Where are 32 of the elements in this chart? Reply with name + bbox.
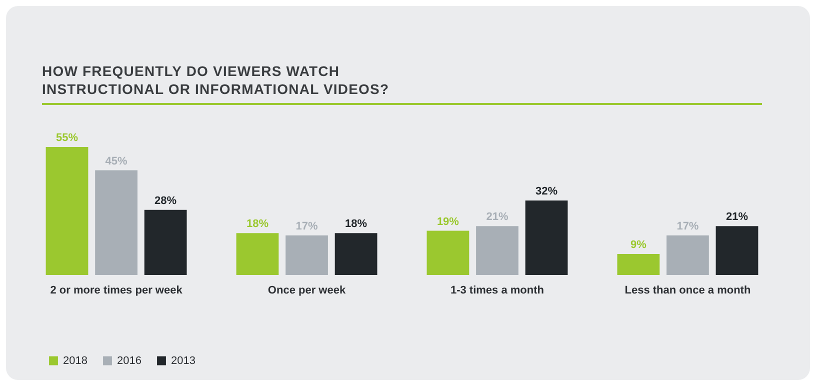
x-tick-label: Less than once a month <box>624 284 751 296</box>
data-label: 17% <box>296 220 318 232</box>
bar <box>666 235 709 275</box>
bar <box>426 230 470 275</box>
bar <box>236 233 279 275</box>
bar <box>46 147 88 275</box>
data-label: 32% <box>536 186 558 198</box>
data-label: 18% <box>345 218 368 230</box>
bar <box>95 170 138 275</box>
data-label: 55% <box>56 132 78 144</box>
bar <box>525 200 568 275</box>
legend-label: 2013 <box>171 354 196 367</box>
x-tick-label: 2 or more times per week <box>50 284 184 296</box>
bar <box>476 226 518 275</box>
data-label: 21% <box>726 211 748 224</box>
data-label: 17% <box>676 220 699 232</box>
bar <box>617 254 660 275</box>
legend-label: 2018 <box>63 354 88 367</box>
bar <box>144 210 187 275</box>
x-tick-label: 1-3 times a month <box>450 284 544 296</box>
data-label: 19% <box>436 216 460 228</box>
x-tick-label: Once per week <box>268 284 346 296</box>
data-label: 9% <box>630 239 647 252</box>
chart-title: HOW FREQUENTLY DO VIEWERS WATCH INSTRUCTIONAL OR INFORMATIONAL VIDEOS? <box>42 62 390 98</box>
data-label: 45% <box>105 155 128 168</box>
bar <box>716 226 758 275</box>
legend-label: 2016 <box>117 354 142 367</box>
data-label: 21% <box>486 211 508 224</box>
bar <box>286 235 328 275</box>
data-label: 18% <box>246 218 269 230</box>
bar <box>334 233 378 275</box>
data-label: 28% <box>154 194 177 207</box>
